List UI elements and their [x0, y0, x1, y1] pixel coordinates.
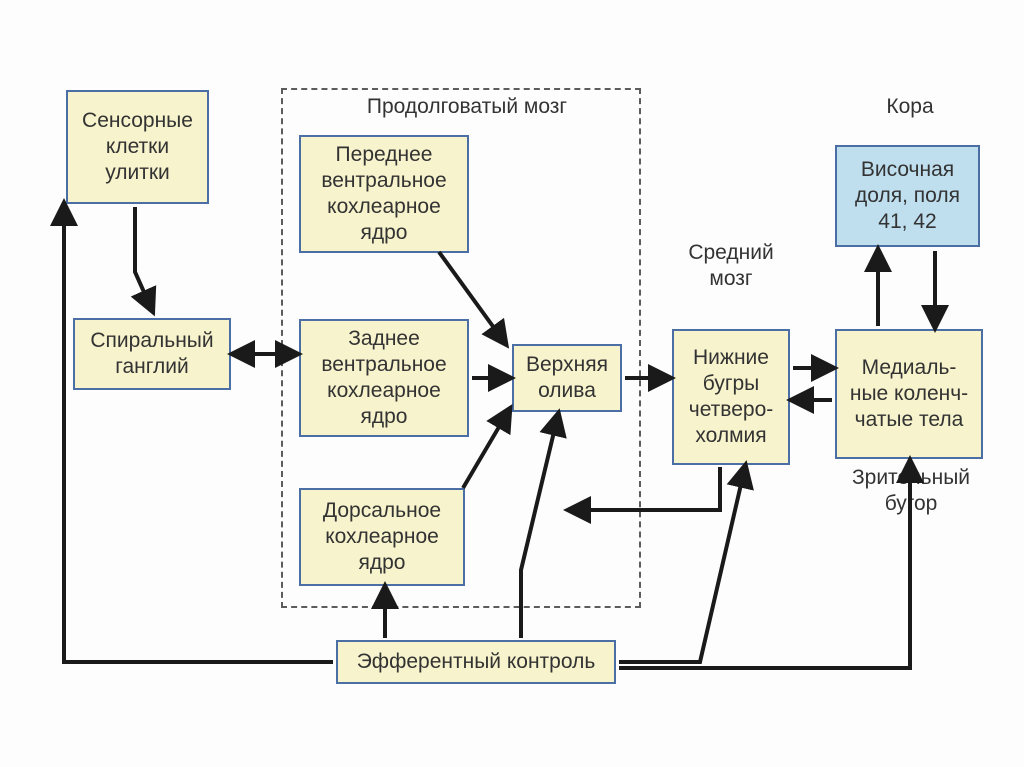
- label-text: Зрительныйбугор: [852, 466, 970, 515]
- label-text: Кора: [886, 95, 933, 118]
- label-text: Средниймозг: [688, 241, 773, 290]
- node-dcn: Дорсальноекохлеарноеядро: [299, 488, 465, 586]
- node-sensory: Сенсорныеклеткиулитки: [66, 90, 209, 204]
- node-olive: Верхняяолива: [512, 344, 622, 412]
- label-medulla: Продолговатый мозг: [317, 94, 617, 120]
- node-spiral: Спиральныйганглий: [73, 318, 231, 390]
- node-label: Эфферентный контроль: [357, 649, 596, 675]
- node-label: Дорсальноекохлеарноеядро: [323, 498, 441, 577]
- label-text: Продолговатый мозг: [367, 95, 567, 118]
- node-label: Переднеевентральноекохлеарноеядро: [321, 142, 446, 247]
- label-cortex: Кора: [870, 94, 950, 120]
- node-label: Височнаядоля, поля41, 42: [855, 157, 960, 236]
- node-label: Нижниебугрычетверо-холмия: [689, 345, 774, 450]
- node-label: Заднеевентральноекохлеарноеядро: [321, 326, 446, 431]
- label-thalamus: Зрительныйбугор: [846, 465, 976, 518]
- node-label: Верхняяолива: [526, 352, 608, 405]
- node-colliculi: Нижниебугрычетверо-холмия: [672, 329, 790, 465]
- node-mgn: Медиаль-ные коленч-чатые тела: [835, 329, 983, 459]
- label-midbrain: Средниймозг: [676, 240, 786, 293]
- node-avcn: Переднеевентральноекохлеарноеядро: [299, 135, 469, 253]
- diagram-canvas: Сенсорныеклеткиулитки Спиральныйганглий …: [0, 0, 1024, 767]
- node-label: Медиаль-ные коленч-чатые тела: [850, 355, 968, 434]
- node-efferent: Эфферентный контроль: [336, 640, 616, 684]
- node-cortex: Височнаядоля, поля41, 42: [835, 145, 980, 247]
- node-pvcn: Заднеевентральноекохлеарноеядро: [299, 319, 469, 437]
- node-label: Спиральныйганглий: [90, 328, 213, 381]
- node-label: Сенсорныеклеткиулитки: [82, 108, 193, 187]
